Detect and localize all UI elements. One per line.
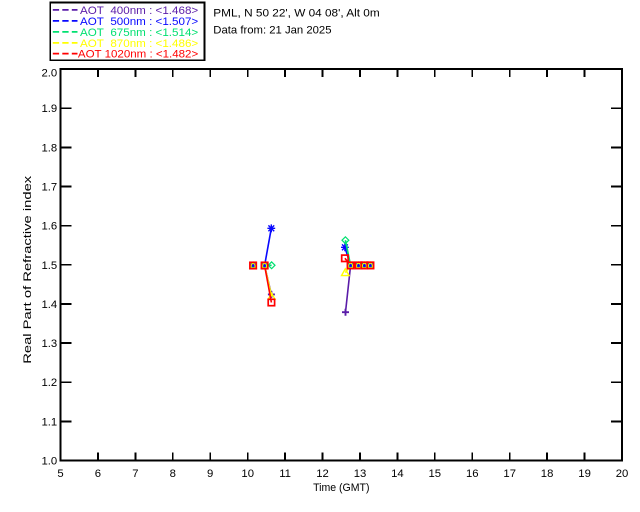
svg-text:1.0: 1.0 <box>41 456 57 468</box>
svg-text:Data from: 21 Jan 2025: Data from: 21 Jan 2025 <box>213 25 331 37</box>
svg-text:11: 11 <box>279 468 291 480</box>
svg-text:AOT 870nm : <1.486>: AOT 870nm : <1.486> <box>80 38 198 50</box>
svg-text:1.3: 1.3 <box>41 338 57 350</box>
svg-text:AOT 1020nm : <1.482>: AOT 1020nm : <1.482> <box>78 49 198 61</box>
svg-text:6: 6 <box>95 468 101 480</box>
svg-text:13: 13 <box>354 468 367 480</box>
svg-text:12: 12 <box>316 468 329 480</box>
svg-text:19: 19 <box>578 468 591 480</box>
svg-text:1.8: 1.8 <box>41 142 57 154</box>
svg-text:1.5: 1.5 <box>41 260 57 272</box>
svg-text:7: 7 <box>132 468 138 480</box>
svg-text:1.1: 1.1 <box>41 416 57 428</box>
svg-text:15: 15 <box>429 468 442 480</box>
svg-text:PML, N 50 22', W 04 08', Alt 0: PML, N 50 22', W 04 08', Alt 0m <box>213 8 379 20</box>
svg-text:17: 17 <box>503 468 516 480</box>
svg-text:18: 18 <box>541 468 554 480</box>
svg-text:2.0: 2.0 <box>41 68 57 80</box>
svg-text:20: 20 <box>616 468 629 480</box>
svg-text:8: 8 <box>170 468 176 480</box>
svg-text:16: 16 <box>466 468 479 480</box>
svg-text:1.2: 1.2 <box>41 377 57 389</box>
svg-text:5: 5 <box>57 468 63 480</box>
svg-text:1.7: 1.7 <box>41 182 57 194</box>
svg-text:AOT 500nm : <1.507>: AOT 500nm : <1.507> <box>80 16 198 28</box>
svg-text:10: 10 <box>241 468 254 480</box>
svg-text:1.9: 1.9 <box>41 103 57 115</box>
svg-text:1.6: 1.6 <box>41 221 57 233</box>
svg-text:AOT 675nm : <1.514>: AOT 675nm : <1.514> <box>80 27 198 39</box>
svg-text:14: 14 <box>391 468 404 480</box>
svg-text:1.4: 1.4 <box>41 299 57 311</box>
svg-text:Real Part of Refractive index: Real Part of Refractive index <box>22 175 34 363</box>
svg-text:Time (GMT): Time (GMT) <box>313 482 370 494</box>
svg-text:AOT 400nm : <1.468>: AOT 400nm : <1.468> <box>80 5 198 17</box>
svg-text:9: 9 <box>207 468 213 480</box>
